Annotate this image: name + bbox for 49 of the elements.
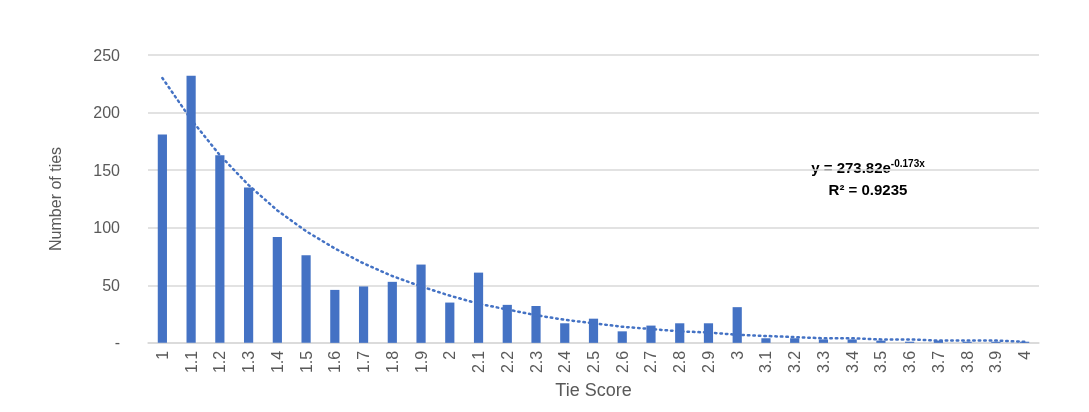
bar	[272, 236, 282, 343]
bar	[387, 281, 397, 343]
x-tick-label: 3.8	[958, 350, 976, 374]
x-tick-label: 1	[153, 350, 171, 360]
x-tick-label: 1.9	[412, 350, 430, 374]
annotation: R² = 0.9235	[828, 181, 908, 198]
x-tick-label: 1.4	[268, 350, 286, 374]
x-tick-label: 3.2	[786, 350, 804, 374]
bar	[157, 134, 167, 343]
x-tick-label: 4	[1016, 350, 1034, 360]
x-tick-label: 1.3	[240, 350, 258, 374]
x-tick-label: 1.2	[211, 350, 229, 374]
x-tick-label: 2.9	[699, 350, 717, 374]
y-tick-label: 150	[93, 161, 121, 179]
x-tick-label: 1.6	[326, 350, 344, 374]
x-tick-label: 2.4	[556, 350, 574, 374]
x-tick-label: 2.6	[613, 350, 631, 374]
x-tick-label: 3	[728, 350, 746, 360]
bar	[301, 255, 311, 343]
x-tick-label: 2.1	[470, 350, 488, 374]
y-tick-label: -	[114, 334, 120, 352]
x-tick-label: 1.5	[297, 350, 315, 374]
line-series	[161, 76, 1026, 343]
x-tick-label: 2.2	[498, 350, 516, 374]
x-tick-label: 3.9	[987, 350, 1005, 374]
x-tick-label: 3.6	[901, 350, 919, 374]
y-tick-label: 250	[93, 46, 121, 64]
x-tick-label: 3.5	[872, 350, 890, 374]
x-tick-label: 3.1	[757, 350, 775, 374]
x-tick-label: 1.7	[355, 350, 373, 374]
x-tick-label: 1.8	[383, 350, 401, 374]
x-tick-label: 2	[441, 350, 459, 360]
y-tick-label: 100	[93, 219, 121, 237]
bar	[445, 302, 455, 343]
bar	[617, 331, 627, 343]
x-tick-label: 3.4	[843, 350, 861, 374]
x-tick-label: 2.5	[585, 350, 602, 374]
x-tick-label: 1.1	[182, 350, 200, 374]
x-tick-label: 3.7	[929, 350, 947, 374]
x-tick-label: 3.3	[814, 350, 832, 374]
y-tick-label: 200	[93, 104, 121, 122]
bar	[358, 286, 369, 343]
bar	[330, 289, 340, 343]
x-tick-label: 2.3	[527, 350, 545, 374]
x-axis-title: Tie Score	[555, 380, 632, 400]
x-tick-label: 2.8	[671, 350, 689, 374]
y-tick-label: 50	[102, 276, 121, 294]
y-axis-title: Number of ties	[46, 146, 64, 251]
x-tick-label: 2.7	[642, 350, 660, 374]
